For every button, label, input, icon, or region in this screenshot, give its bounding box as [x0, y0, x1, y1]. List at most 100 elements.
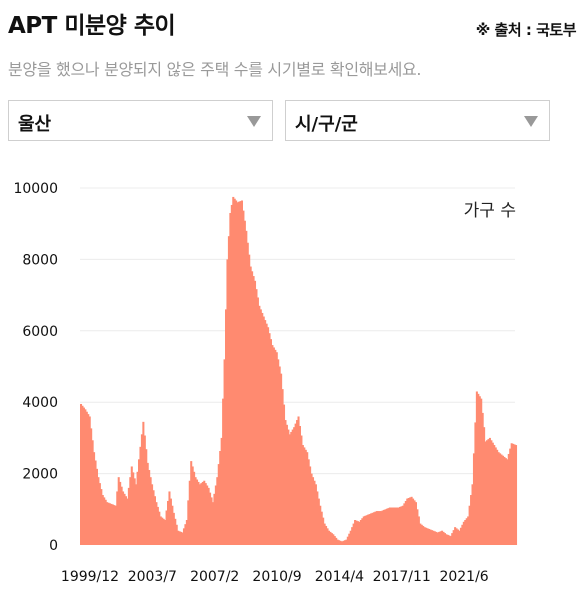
bar[interactable] — [246, 242, 249, 545]
bar[interactable] — [322, 517, 325, 545]
bar[interactable] — [448, 535, 451, 545]
bar[interactable] — [135, 484, 138, 545]
bar[interactable] — [123, 493, 126, 545]
bar[interactable] — [259, 309, 262, 545]
bar[interactable] — [326, 528, 329, 545]
bar[interactable] — [329, 531, 332, 545]
bar[interactable] — [226, 259, 229, 545]
bar[interactable] — [193, 471, 196, 545]
bar[interactable] — [452, 530, 455, 546]
bar[interactable] — [97, 477, 100, 545]
bar[interactable] — [303, 447, 306, 545]
bar[interactable] — [501, 455, 504, 545]
bar[interactable] — [227, 236, 230, 545]
bar[interactable] — [425, 527, 428, 545]
bar[interactable] — [307, 459, 310, 545]
bar[interactable] — [181, 532, 184, 546]
bar[interactable] — [175, 524, 178, 545]
bar[interactable] — [417, 516, 420, 545]
bar[interactable] — [265, 323, 268, 545]
bar[interactable] — [145, 449, 148, 545]
bar[interactable] — [461, 524, 464, 545]
bar[interactable] — [178, 531, 181, 545]
bar[interactable] — [114, 505, 117, 545]
bar[interactable] — [156, 506, 159, 545]
bar[interactable] — [430, 530, 433, 546]
bar[interactable] — [255, 289, 258, 545]
bar[interactable] — [94, 460, 97, 545]
bar[interactable] — [242, 210, 245, 546]
bar[interactable] — [349, 530, 352, 545]
bar[interactable] — [422, 525, 425, 545]
bar[interactable] — [180, 531, 183, 545]
bar[interactable] — [216, 477, 219, 545]
bar[interactable] — [332, 534, 335, 545]
bar[interactable] — [222, 398, 225, 545]
bar[interactable] — [139, 446, 142, 545]
bar[interactable] — [364, 515, 367, 545]
bar[interactable] — [233, 198, 236, 545]
bar[interactable] — [159, 516, 162, 545]
region-select[interactable]: 울산 — [8, 100, 273, 141]
bar[interactable] — [346, 536, 349, 545]
bar[interactable] — [488, 437, 491, 545]
bar[interactable] — [167, 500, 170, 545]
bar[interactable] — [104, 499, 107, 545]
bar[interactable] — [174, 518, 177, 545]
bar[interactable] — [400, 506, 403, 545]
bar[interactable] — [464, 520, 467, 545]
bar[interactable] — [309, 466, 312, 545]
bar[interactable] — [122, 491, 125, 545]
bar[interactable] — [396, 507, 399, 545]
bar[interactable] — [95, 468, 98, 545]
bar[interactable] — [370, 513, 373, 545]
bar[interactable] — [277, 359, 280, 545]
bar[interactable] — [254, 280, 257, 545]
bar[interactable] — [111, 504, 114, 545]
bar[interactable] — [490, 440, 493, 545]
bar[interactable] — [249, 266, 252, 545]
bar[interactable] — [197, 481, 200, 545]
bar[interactable] — [435, 531, 438, 545]
bar[interactable] — [229, 212, 232, 546]
bar[interactable] — [477, 393, 480, 545]
bar[interactable] — [416, 509, 419, 545]
bar[interactable] — [391, 507, 394, 545]
bar[interactable] — [419, 523, 422, 545]
bar[interactable] — [381, 510, 384, 545]
bar[interactable] — [294, 423, 297, 545]
bar[interactable] — [153, 496, 156, 545]
bar[interactable] — [343, 540, 346, 545]
bar[interactable] — [98, 483, 101, 545]
bar[interactable] — [293, 427, 296, 545]
bar[interactable] — [336, 539, 339, 545]
bar[interactable] — [310, 473, 313, 545]
bar[interactable] — [219, 450, 222, 545]
bar[interactable] — [291, 429, 294, 545]
bar[interactable] — [127, 487, 130, 545]
bar[interactable] — [375, 511, 378, 545]
bar[interactable] — [214, 485, 217, 546]
bar[interactable] — [119, 481, 122, 545]
bar[interactable] — [188, 480, 191, 545]
bar[interactable] — [200, 483, 203, 545]
bar[interactable] — [365, 515, 368, 545]
bar[interactable] — [475, 391, 478, 545]
bar[interactable] — [338, 540, 341, 545]
bar[interactable] — [84, 409, 87, 545]
bar[interactable] — [211, 502, 214, 545]
bar[interactable] — [301, 445, 304, 545]
bar[interactable] — [465, 518, 468, 545]
bar[interactable] — [462, 521, 465, 545]
bar[interactable] — [356, 521, 359, 545]
bar[interactable] — [487, 439, 490, 545]
bar[interactable] — [385, 508, 388, 545]
bar[interactable] — [245, 230, 248, 545]
bar[interactable] — [285, 424, 288, 545]
bar[interactable] — [339, 540, 342, 545]
bar[interactable] — [429, 529, 432, 545]
bar[interactable] — [191, 466, 194, 545]
bar[interactable] — [486, 440, 489, 545]
bar[interactable] — [510, 443, 513, 545]
bar[interactable] — [319, 505, 322, 545]
